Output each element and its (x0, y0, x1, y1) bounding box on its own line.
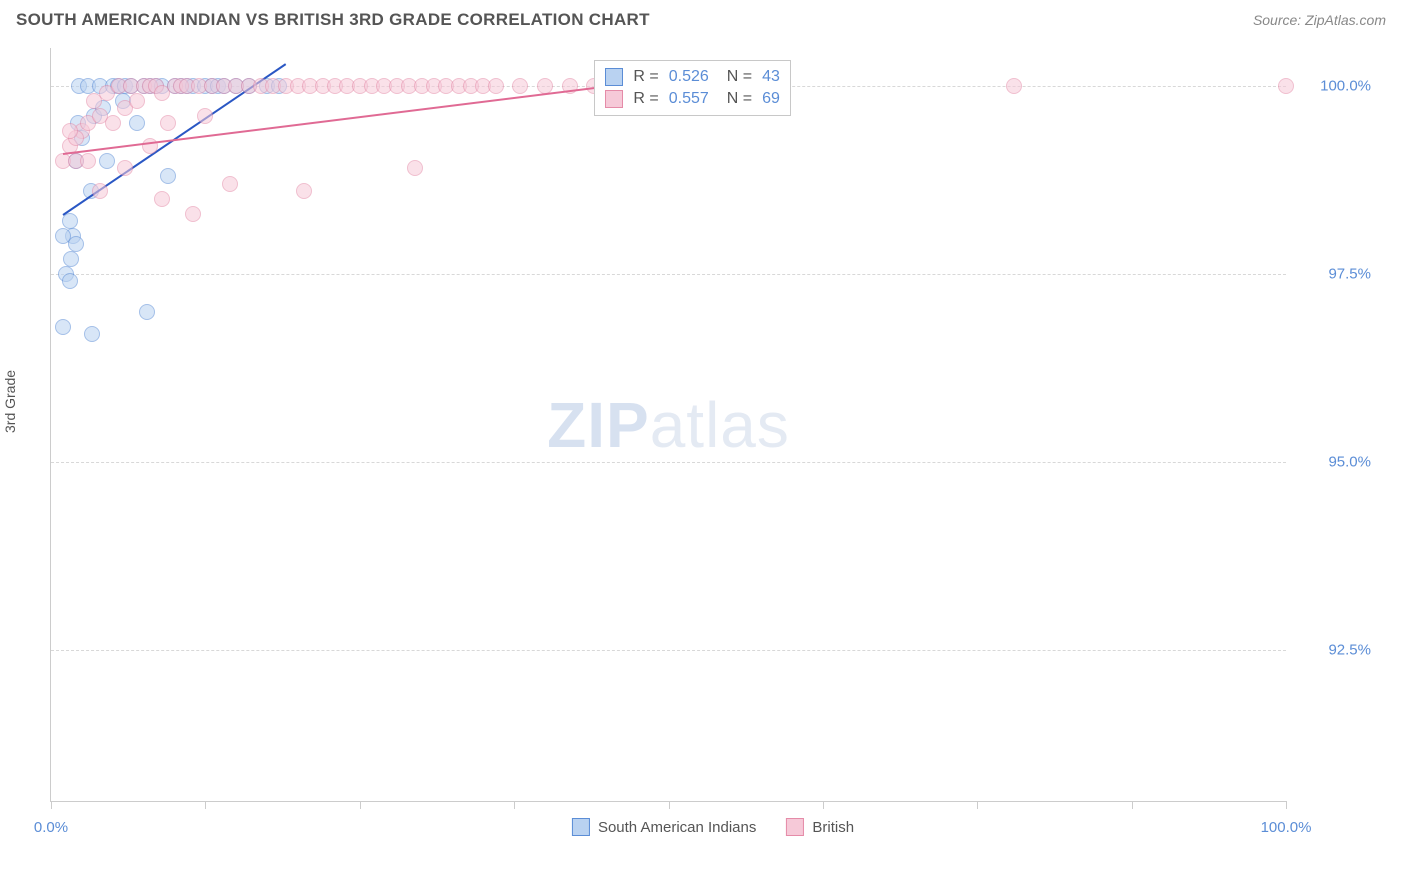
data-point (512, 78, 528, 94)
y-axis-label: 3rd Grade (2, 370, 18, 433)
x-tick-mark (977, 801, 978, 809)
legend-item: British (786, 818, 854, 836)
source-attribution: Source: ZipAtlas.com (1253, 12, 1386, 28)
stats-box: R = 0.526 N = 43 R = 0.557 N = 69 (594, 60, 791, 116)
y-tick-label: 97.5% (1291, 265, 1371, 282)
gridline (51, 462, 1286, 463)
legend: South American Indians British (572, 818, 854, 836)
stats-row: R = 0.526 N = 43 (605, 66, 780, 88)
n-label: N = (727, 90, 752, 108)
legend-swatch (572, 818, 590, 836)
y-tick-label: 100.0% (1291, 77, 1371, 94)
chart-title: SOUTH AMERICAN INDIAN VS BRITISH 3RD GRA… (16, 10, 650, 30)
watermark-rest: atlas (650, 389, 790, 461)
data-point (537, 78, 553, 94)
data-point (68, 236, 84, 252)
x-tick-mark (51, 801, 52, 809)
series-swatch (605, 68, 623, 86)
chart-container: 3rd Grade ZIPatlas 92.5%95.0%97.5%100.0%… (50, 48, 1376, 842)
data-point (160, 115, 176, 131)
data-point (222, 176, 238, 192)
legend-item: South American Indians (572, 818, 756, 836)
data-point (185, 206, 201, 222)
x-tick-mark (1132, 801, 1133, 809)
r-label: R = (633, 90, 658, 108)
x-tick-mark (205, 801, 206, 809)
data-point (154, 191, 170, 207)
data-point (139, 304, 155, 320)
x-tick-mark (823, 801, 824, 809)
r-value: 0.526 (669, 68, 709, 86)
watermark: ZIPatlas (547, 388, 790, 462)
data-point (1278, 78, 1294, 94)
legend-swatch (786, 818, 804, 836)
data-point (84, 326, 100, 342)
x-tick-label: 100.0% (1261, 819, 1312, 836)
x-tick-label: 0.0% (34, 819, 68, 836)
data-point (63, 251, 79, 267)
plot-area: ZIPatlas 92.5%95.0%97.5%100.0%0.0%100.0%… (50, 48, 1286, 802)
data-point (117, 160, 133, 176)
stats-row: R = 0.557 N = 69 (605, 88, 780, 110)
n-value: 69 (762, 90, 780, 108)
data-point (488, 78, 504, 94)
data-point (129, 93, 145, 109)
data-point (80, 153, 96, 169)
data-point (296, 183, 312, 199)
data-point (62, 273, 78, 289)
data-point (407, 160, 423, 176)
x-tick-mark (1286, 801, 1287, 809)
data-point (62, 123, 78, 139)
r-value: 0.557 (669, 90, 709, 108)
r-label: R = (633, 68, 658, 86)
x-tick-mark (514, 801, 515, 809)
gridline (51, 274, 1286, 275)
gridline (51, 650, 1286, 651)
series-swatch (605, 90, 623, 108)
watermark-bold: ZIP (547, 389, 650, 461)
data-point (129, 115, 145, 131)
data-point (99, 153, 115, 169)
n-label: N = (727, 68, 752, 86)
legend-label: British (812, 819, 854, 836)
y-tick-label: 95.0% (1291, 454, 1371, 471)
data-point (197, 108, 213, 124)
data-point (92, 183, 108, 199)
data-point (1006, 78, 1022, 94)
data-point (142, 138, 158, 154)
data-point (160, 168, 176, 184)
x-tick-mark (360, 801, 361, 809)
legend-label: South American Indians (598, 819, 756, 836)
data-point (105, 115, 121, 131)
x-tick-mark (669, 801, 670, 809)
y-tick-label: 92.5% (1291, 642, 1371, 659)
chart-header: SOUTH AMERICAN INDIAN VS BRITISH 3RD GRA… (0, 0, 1406, 38)
n-value: 43 (762, 68, 780, 86)
data-point (55, 319, 71, 335)
